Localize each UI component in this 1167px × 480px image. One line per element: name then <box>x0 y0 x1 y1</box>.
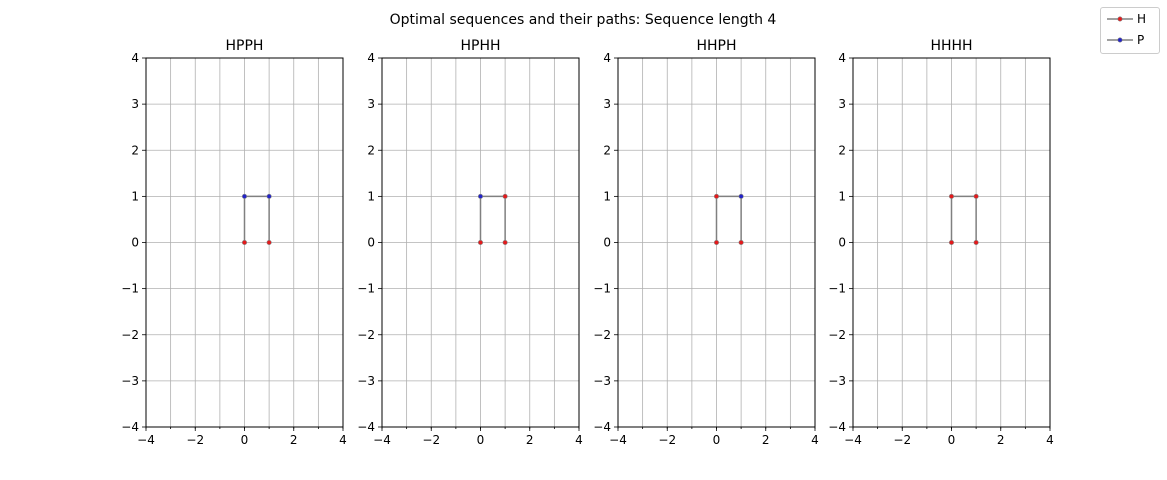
y-tick-label: 2 <box>603 143 611 157</box>
y-tick-label: 0 <box>603 236 611 250</box>
y-tick-label: 3 <box>838 97 846 111</box>
x-tick-label: 0 <box>948 433 956 447</box>
y-tick-label: 2 <box>838 143 846 157</box>
y-tick-label: 3 <box>367 97 375 111</box>
x-tick-label: −2 <box>658 433 676 447</box>
legend-item-p: P <box>1107 31 1159 49</box>
y-tick-label: 0 <box>131 236 139 250</box>
x-tick-label: 4 <box>575 433 583 447</box>
residue-point-h <box>948 193 954 199</box>
residue-point-h <box>738 240 744 246</box>
legend-marker-h-icon <box>1107 16 1133 22</box>
x-tick-label: −2 <box>893 433 911 447</box>
y-tick-label: −2 <box>593 328 611 342</box>
residue-point-p <box>738 193 744 199</box>
x-tick-label: −4 <box>373 433 391 447</box>
residue-point-h <box>713 240 719 246</box>
y-tick-label: 4 <box>838 51 846 65</box>
x-tick-label: 0 <box>477 433 485 447</box>
legend-label-p: P <box>1137 33 1145 47</box>
y-tick-label: 3 <box>131 97 139 111</box>
y-tick-label: 1 <box>367 189 375 203</box>
legend-item-h: H <box>1107 10 1159 28</box>
x-tick-label: 2 <box>997 433 1005 447</box>
y-tick-label: −2 <box>828 328 846 342</box>
path-line <box>479 195 506 243</box>
y-tick-label: −1 <box>357 282 375 296</box>
y-tick-label: −4 <box>593 420 611 434</box>
x-tick-label: −4 <box>137 433 155 447</box>
residue-point-h <box>713 193 719 199</box>
y-tick-label: 4 <box>603 51 611 65</box>
y-tick-label: −3 <box>593 374 611 388</box>
y-tick-label: −4 <box>121 420 139 434</box>
y-tick-label: 4 <box>367 51 375 65</box>
x-tick-label: 2 <box>526 433 534 447</box>
residue-point-h <box>242 240 248 246</box>
y-tick-label: −1 <box>593 282 611 296</box>
residue-point-p <box>242 193 248 199</box>
y-tick-label: −3 <box>828 374 846 388</box>
subplot-3: −4 −2 0 2 4 −4 −3 −2 −1 0 1 2 3 4 HHPH <box>593 38 819 447</box>
y-tick-label: −1 <box>121 282 139 296</box>
subplot-title: HHPH <box>696 38 736 54</box>
x-tick-label: 2 <box>762 433 770 447</box>
y-tick-label: −4 <box>828 420 846 434</box>
x-tick-label: −4 <box>609 433 627 447</box>
residue-point-h <box>973 240 979 246</box>
y-tick-label: −1 <box>828 282 846 296</box>
x-tick-label: 2 <box>290 433 298 447</box>
legend: H P <box>1100 7 1160 54</box>
y-tick-label: 1 <box>131 189 139 203</box>
x-tick-label: −2 <box>422 433 440 447</box>
x-tick-label: 0 <box>713 433 721 447</box>
residue-point-h <box>973 193 979 199</box>
y-tick-label: 2 <box>131 143 139 157</box>
x-tick-label: −4 <box>844 433 862 447</box>
y-tick-label: 1 <box>838 189 846 203</box>
subplot-2: −4 −2 0 2 4 −4 −3 −2 −1 0 1 2 3 4 HPHH <box>357 38 583 447</box>
residue-point-h <box>266 240 272 246</box>
y-tick-label: −3 <box>357 374 375 388</box>
path-line <box>243 195 270 243</box>
y-tick-label: −3 <box>121 374 139 388</box>
y-tick-label: −2 <box>121 328 139 342</box>
path-line <box>715 195 742 243</box>
subplot-1: −4 −2 0 2 4 −4 −3 −2 −1 0 1 2 3 4 HPPH <box>121 38 347 447</box>
y-tick-label: 4 <box>131 51 139 65</box>
legend-label-h: H <box>1137 12 1147 26</box>
y-tick-label: 0 <box>838 236 846 250</box>
y-tick-label: −4 <box>357 420 375 434</box>
subplot-title: HHHH <box>930 38 972 54</box>
y-tick-label: 3 <box>603 97 611 111</box>
y-tick-label: 1 <box>603 189 611 203</box>
x-tick-label: −2 <box>186 433 204 447</box>
residue-point-p <box>266 193 272 199</box>
y-tick-label: −2 <box>357 328 375 342</box>
residue-point-p <box>477 193 483 199</box>
x-tick-label: 4 <box>339 433 347 447</box>
y-tick-label: 0 <box>367 236 375 250</box>
subplot-4: −4 −2 0 2 4 −4 −3 −2 −1 0 1 2 3 4 HHHH <box>828 38 1054 447</box>
figure-suptitle: Optimal sequences and their paths: Seque… <box>390 12 777 28</box>
residue-point-h <box>502 193 508 199</box>
x-tick-label: 4 <box>1046 433 1054 447</box>
y-tick-label: 2 <box>367 143 375 157</box>
legend-marker-p-icon <box>1107 37 1133 43</box>
residue-point-h <box>948 240 954 246</box>
path-line <box>950 195 977 243</box>
x-tick-label: 0 <box>241 433 249 447</box>
residue-point-h <box>502 240 508 246</box>
subplot-title: HPHH <box>460 38 500 54</box>
x-tick-label: 4 <box>811 433 819 447</box>
subplot-title: HPPH <box>226 38 264 54</box>
residue-point-h <box>477 240 483 246</box>
